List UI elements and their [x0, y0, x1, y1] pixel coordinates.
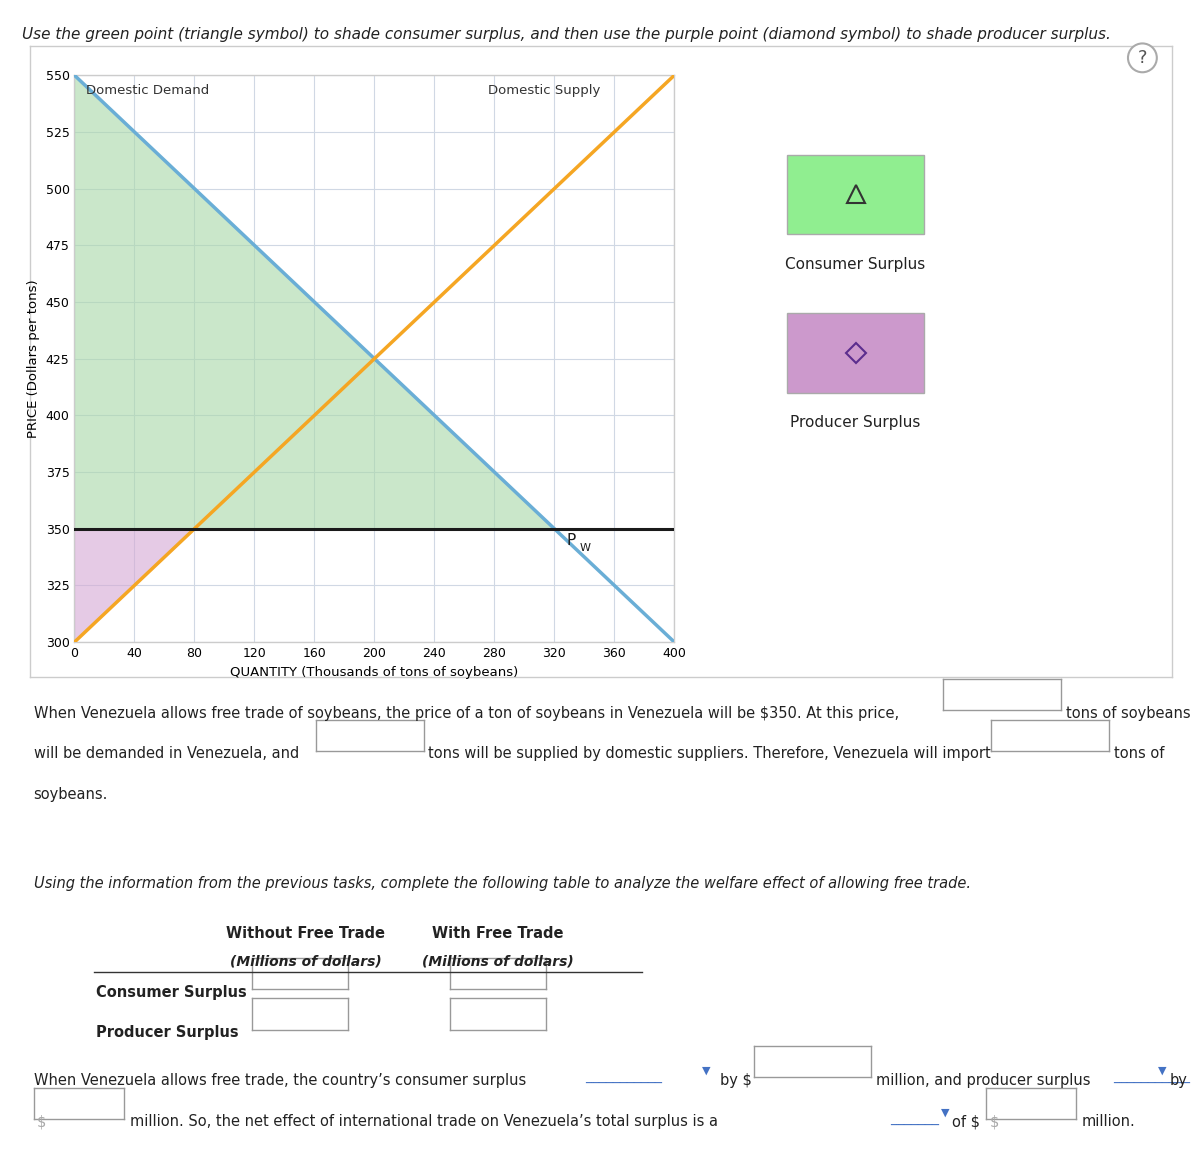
- Text: $: $: [990, 1114, 1000, 1129]
- Text: Without Free Trade: Without Free Trade: [227, 926, 385, 941]
- FancyBboxPatch shape: [787, 155, 924, 234]
- Text: ▼: ▼: [1158, 1066, 1166, 1076]
- Text: soybeans.: soybeans.: [34, 787, 108, 802]
- Text: of $: of $: [952, 1114, 979, 1129]
- X-axis label: QUANTITY (Thousands of tons of soybeans): QUANTITY (Thousands of tons of soybeans): [230, 665, 518, 678]
- Text: $: $: [37, 1114, 47, 1129]
- Text: million.: million.: [1081, 1114, 1135, 1129]
- Text: When Venezuela allows free trade, the country’s consumer surplus: When Venezuela allows free trade, the co…: [34, 1073, 526, 1088]
- Text: Use the green point (triangle symbol) to shade consumer surplus, and then use th: Use the green point (triangle symbol) to…: [22, 27, 1110, 42]
- Text: ___________: ___________: [586, 1070, 662, 1084]
- Text: With Free Trade: With Free Trade: [432, 926, 564, 941]
- Text: million, and producer surplus: million, and producer surplus: [876, 1073, 1091, 1088]
- Text: W: W: [580, 544, 590, 553]
- Text: Consumer Surplus: Consumer Surplus: [96, 985, 247, 1000]
- Text: Producer Surplus: Producer Surplus: [791, 415, 920, 430]
- Text: by $: by $: [720, 1073, 752, 1088]
- Text: Consumer Surplus: Consumer Surplus: [786, 257, 925, 272]
- Y-axis label: PRICE (Dollars per tons): PRICE (Dollars per tons): [26, 279, 40, 439]
- Text: Using the information from the previous tasks, complete the following table to a: Using the information from the previous …: [34, 876, 971, 891]
- Polygon shape: [74, 529, 194, 642]
- Text: will be demanded in Venezuela, and: will be demanded in Venezuela, and: [34, 746, 299, 761]
- Text: Producer Surplus: Producer Surplus: [96, 1025, 239, 1040]
- Text: Domestic Supply: Domestic Supply: [488, 84, 601, 97]
- Text: ?: ?: [1138, 49, 1147, 67]
- Text: (Millions of dollars): (Millions of dollars): [230, 955, 382, 968]
- FancyBboxPatch shape: [787, 314, 924, 392]
- Text: ▼: ▼: [941, 1107, 949, 1118]
- Text: by: by: [1170, 1073, 1188, 1088]
- Text: ___________: ___________: [1114, 1070, 1190, 1084]
- Text: tons will be supplied by domestic suppliers. Therefore, Venezuela will import: tons will be supplied by domestic suppli…: [428, 746, 991, 761]
- Text: P: P: [566, 532, 576, 547]
- Text: tons of soybeans: tons of soybeans: [1066, 706, 1190, 721]
- Polygon shape: [74, 75, 554, 529]
- Text: _______: _______: [890, 1112, 940, 1126]
- Text: (Millions of dollars): (Millions of dollars): [422, 955, 574, 968]
- Text: tons of: tons of: [1114, 746, 1164, 761]
- Text: Domestic Demand: Domestic Demand: [86, 84, 210, 97]
- Text: million. So, the net effect of international trade on Venezuela’s total surplus : million. So, the net effect of internati…: [130, 1114, 718, 1129]
- Text: ▼: ▼: [702, 1066, 710, 1076]
- Text: When Venezuela allows free trade of soybeans, the price of a ton of soybeans in : When Venezuela allows free trade of soyb…: [34, 706, 899, 721]
